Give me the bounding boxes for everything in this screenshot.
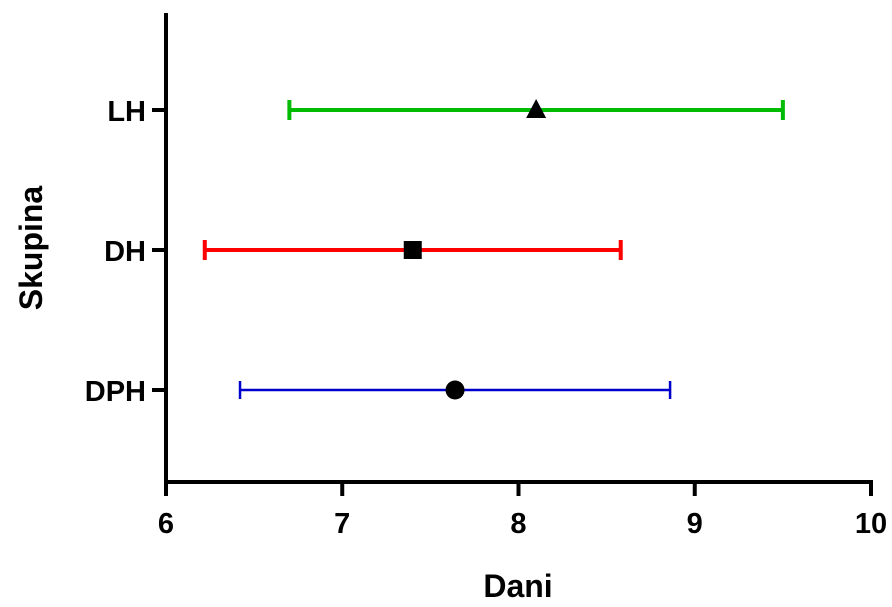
- x-tick-label: 6: [158, 508, 174, 540]
- y-tick-label: DH: [104, 236, 146, 268]
- error-bars-layer: [202, 99, 785, 400]
- x-tick-label: 7: [334, 508, 350, 540]
- y-ticks: LH DH DPH: [85, 96, 166, 408]
- mean-marker-circle: [445, 380, 465, 400]
- y-tick-label: DPH: [85, 376, 146, 408]
- mean-marker-square: [403, 241, 422, 259]
- x-tick-label: 10: [855, 508, 887, 540]
- x-tick-label: 8: [510, 508, 526, 540]
- y-axis-title: Skupina: [13, 186, 49, 311]
- x-ticks: 6 7 8 9 10: [158, 482, 887, 540]
- x-axis-title: Dani: [483, 568, 552, 604]
- y-tick-label: LH: [107, 96, 146, 128]
- x-tick-label: 9: [687, 508, 703, 540]
- mean-marker-triangle: [526, 99, 547, 118]
